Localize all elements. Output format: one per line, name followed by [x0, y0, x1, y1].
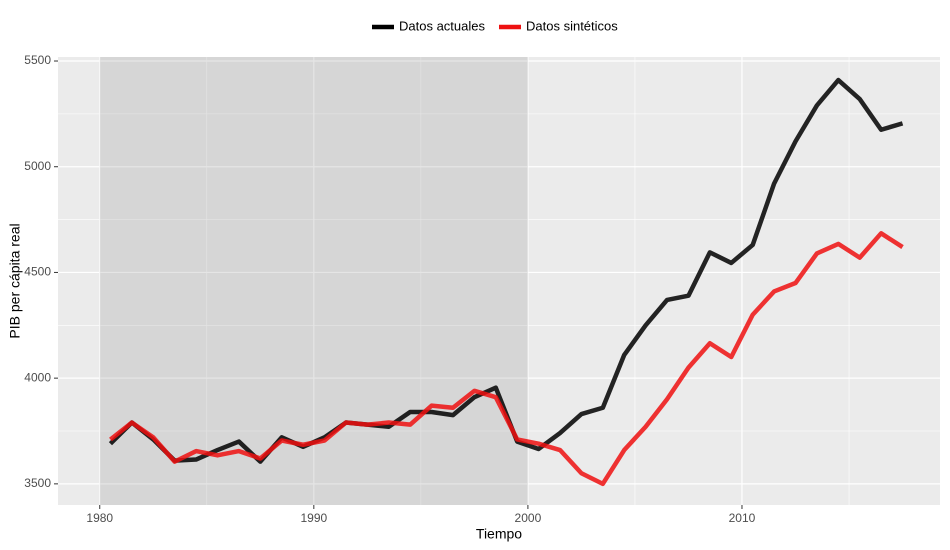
x-tick-label: 1990: [300, 511, 327, 525]
x-tick-label: 2000: [515, 511, 542, 525]
series-line: [109, 231, 904, 487]
y-tick-label: 4500: [24, 265, 51, 279]
y-axis-title: PIB per cápita real: [7, 223, 23, 338]
legend-label: Datos actuales: [399, 18, 485, 33]
panel: [58, 57, 940, 505]
shaded-period: [99, 57, 528, 505]
legend-label: Datos sintéticos: [526, 18, 618, 33]
x-tick-label: 2010: [729, 511, 756, 525]
y-tick-label: 5000: [24, 159, 51, 173]
y-tick-label: 5500: [24, 53, 51, 67]
x-tick-label: 1980: [86, 511, 113, 525]
x-axis-title: Tiempo: [476, 526, 522, 542]
y-tick-label: 4000: [24, 370, 51, 384]
y-tick-label: 3500: [24, 476, 51, 490]
